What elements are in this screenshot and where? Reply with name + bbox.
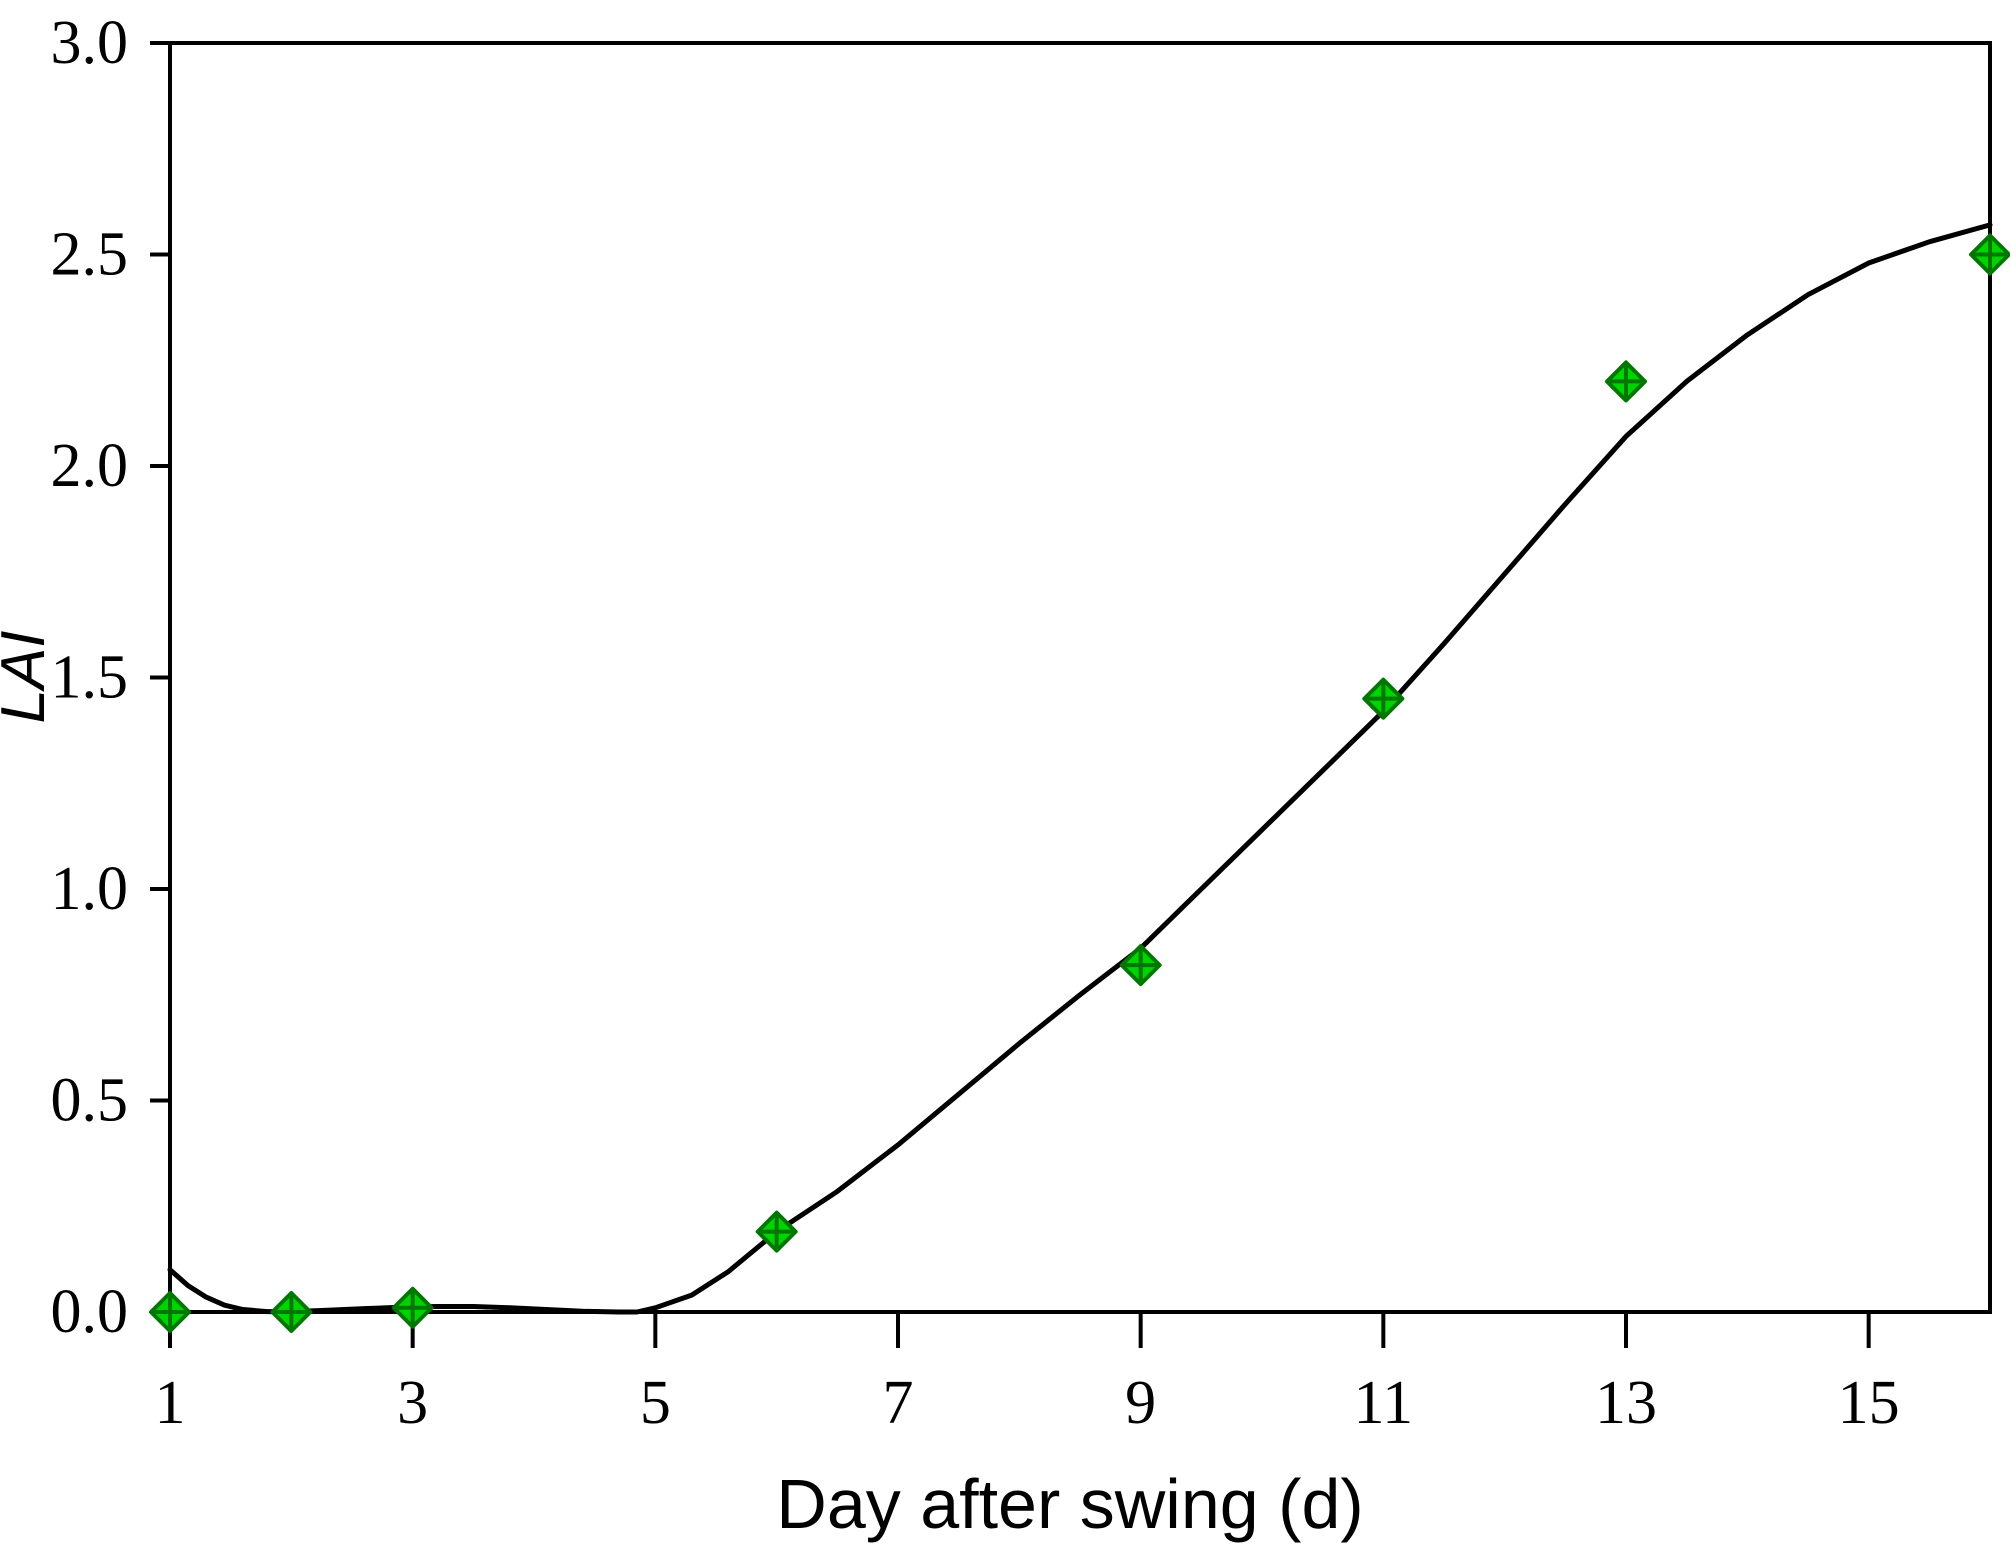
y-tick-label: 1.0: [51, 855, 129, 923]
data-point-marker: [755, 1210, 798, 1253]
y-axis-title: LAI: [0, 630, 58, 723]
data-point-marker: [1362, 677, 1405, 720]
x-tick-label: 15: [1838, 1369, 1900, 1437]
data-points-layer: [149, 233, 2010, 1333]
x-axis: 1 3 5 7 9 11 13 15: [155, 1312, 1900, 1437]
data-point-marker: [1119, 944, 1162, 987]
y-axis: 0.0 0.5 1.0 1.5 2.0 2.5 3.0: [51, 9, 170, 1346]
plot-border: [168, 41, 1992, 1314]
fitted-curve: [167, 222, 1993, 1315]
x-axis-title: Day after swing (d): [776, 1465, 1363, 1543]
x-tick-label: 7: [883, 1369, 914, 1437]
fitted-curve-layer: [167, 222, 1993, 1315]
x-tick-label: 5: [640, 1369, 671, 1437]
y-tick-label: 2.0: [51, 432, 129, 500]
y-tick-label: 1.5: [51, 644, 129, 712]
x-tick-label: 11: [1353, 1369, 1413, 1437]
x-tick-label: 3: [397, 1369, 428, 1437]
data-point-marker: [1605, 360, 1647, 403]
x-tick-label: 1: [155, 1369, 186, 1437]
data-point-marker: [270, 1291, 313, 1333]
data-point-marker: [1969, 233, 2010, 276]
x-tick-label: 9: [1125, 1369, 1156, 1437]
y-tick-label: 0.0: [51, 1278, 129, 1346]
y-tick-label: 3.0: [51, 9, 129, 77]
y-tick-label: 0.5: [51, 1067, 129, 1135]
data-point-marker: [391, 1286, 434, 1329]
x-tick-label: 13: [1595, 1369, 1657, 1437]
plot-frame: [168, 41, 1992, 1314]
data-point-marker: [149, 1291, 191, 1333]
y-tick-label: 2.5: [51, 221, 129, 289]
